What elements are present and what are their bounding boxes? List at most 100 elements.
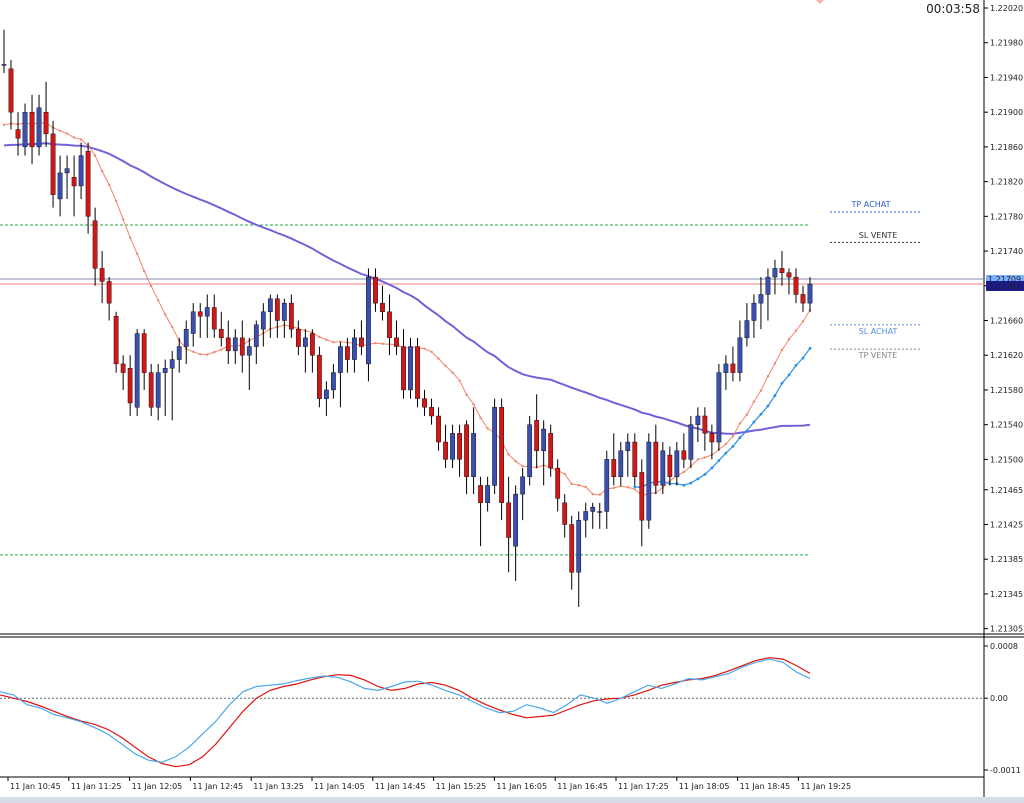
candle[interactable]	[345, 337, 350, 373]
candle[interactable]	[204, 294, 210, 338]
bottom-scrollbar[interactable]	[0, 797, 1024, 803]
candle[interactable]	[786, 268, 792, 295]
candle[interactable]	[632, 433, 638, 486]
candle[interactable]	[155, 363, 161, 421]
candle[interactable]	[723, 355, 729, 390]
candle[interactable]	[534, 394, 540, 469]
candle[interactable]	[485, 476, 490, 512]
candle[interactable]	[57, 155, 63, 217]
candle[interactable]	[639, 459, 645, 547]
candle[interactable]	[120, 355, 126, 390]
candle[interactable]	[134, 329, 140, 416]
candle[interactable]	[267, 294, 273, 338]
candle[interactable]	[64, 155, 70, 199]
candle[interactable]	[274, 294, 280, 338]
candle[interactable]	[15, 112, 21, 156]
candle[interactable]	[197, 303, 203, 338]
candle[interactable]	[450, 424, 455, 469]
candle[interactable]	[401, 329, 406, 399]
candle[interactable]	[281, 298, 287, 338]
candle[interactable]	[22, 103, 28, 156]
candle[interactable]	[471, 407, 476, 495]
candle[interactable]	[464, 420, 469, 495]
candle[interactable]	[492, 398, 497, 495]
candle[interactable]	[569, 515, 575, 590]
candle[interactable]	[352, 329, 357, 373]
candle[interactable]	[317, 346, 322, 408]
candle[interactable]	[387, 294, 392, 356]
candle[interactable]	[674, 442, 680, 486]
candle[interactable]	[141, 329, 147, 390]
candle[interactable]	[127, 355, 133, 416]
candle[interactable]	[190, 303, 196, 347]
candle[interactable]	[380, 285, 385, 321]
candle[interactable]	[436, 407, 441, 451]
candle[interactable]	[71, 155, 77, 217]
candle[interactable]	[590, 502, 596, 529]
candle[interactable]	[562, 494, 568, 538]
candle[interactable]	[625, 433, 631, 477]
candle[interactable]	[443, 424, 448, 469]
candle[interactable]	[338, 342, 343, 408]
candle[interactable]	[394, 320, 399, 356]
candle[interactable]	[758, 277, 764, 330]
candle[interactable]	[548, 424, 554, 477]
candle[interactable]	[765, 268, 771, 321]
candle[interactable]	[499, 398, 504, 521]
candle[interactable]	[148, 363, 154, 416]
candle[interactable]	[702, 407, 708, 451]
candle[interactable]	[310, 329, 315, 373]
candle[interactable]	[50, 120, 56, 208]
candle[interactable]	[408, 337, 413, 399]
candle[interactable]	[162, 359, 168, 416]
candle[interactable]	[737, 320, 743, 382]
candle[interactable]	[253, 320, 259, 364]
candle[interactable]	[366, 268, 371, 382]
candle[interactable]	[8, 60, 14, 130]
candle[interactable]	[113, 311, 119, 373]
candle[interactable]	[183, 320, 189, 364]
candle[interactable]	[303, 329, 308, 373]
candle[interactable]	[169, 350, 175, 421]
candle[interactable]	[295, 320, 301, 356]
candle[interactable]	[85, 142, 91, 234]
candle[interactable]	[331, 363, 336, 399]
candle[interactable]	[106, 277, 112, 321]
candle[interactable]	[800, 285, 806, 312]
candle[interactable]	[618, 442, 624, 486]
candle[interactable]	[246, 337, 252, 390]
candle[interactable]	[576, 511, 582, 607]
candle[interactable]	[29, 94, 35, 165]
candle[interactable]	[43, 81, 49, 147]
candle[interactable]	[807, 277, 813, 312]
candle[interactable]	[422, 389, 427, 416]
candle[interactable]	[218, 311, 224, 347]
macd-plot[interactable]	[0, 657, 984, 768]
candle[interactable]	[772, 259, 778, 295]
candle[interactable]	[744, 303, 750, 347]
candle[interactable]	[225, 320, 231, 364]
candle[interactable]	[513, 485, 519, 581]
candle[interactable]	[415, 337, 420, 408]
candle[interactable]	[779, 251, 785, 286]
candle[interactable]	[646, 433, 652, 529]
candle[interactable]	[457, 424, 462, 477]
candle[interactable]	[260, 303, 266, 347]
candle[interactable]	[92, 207, 98, 286]
candle[interactable]	[555, 459, 561, 512]
candle[interactable]	[478, 476, 483, 547]
candle[interactable]	[667, 446, 673, 486]
candle[interactable]	[730, 346, 736, 382]
candle[interactable]	[541, 420, 547, 486]
candle[interactable]	[78, 142, 84, 199]
candle[interactable]	[709, 424, 715, 460]
candle[interactable]	[604, 450, 610, 529]
candle[interactable]	[239, 320, 245, 373]
candle[interactable]	[793, 268, 799, 304]
candle[interactable]	[1, 29, 7, 74]
candle[interactable]	[583, 502, 589, 538]
candle[interactable]	[751, 294, 757, 338]
candle[interactable]	[660, 442, 666, 495]
candle[interactable]	[36, 94, 42, 156]
candle[interactable]	[232, 329, 238, 364]
